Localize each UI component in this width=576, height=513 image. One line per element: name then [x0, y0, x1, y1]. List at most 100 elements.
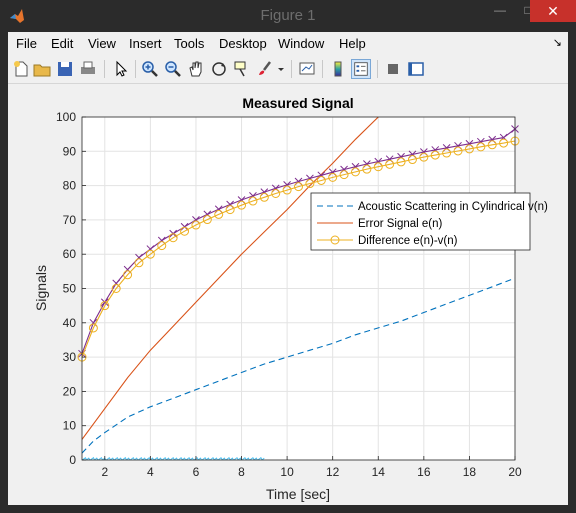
zoom-in-icon[interactable]: [140, 59, 160, 79]
series-difference-marker: [385, 159, 395, 169]
y-tick-label: 0: [69, 453, 76, 467]
series-difference-marker: [453, 146, 463, 156]
x-tick-label: 16: [417, 465, 431, 479]
maximize-button[interactable]: □: [524, 3, 532, 17]
series-difference-marker: [316, 175, 326, 185]
y-tick-label: 10: [63, 419, 77, 433]
figure-canvas: 2 4 6 8 10 12 14 16 18 20 0 10 20 30 40 50 60 70 80 90 100 M…: [8, 84, 568, 505]
series-error-line: [82, 117, 379, 440]
y-tick-label: 60: [63, 247, 77, 261]
series-purple-marker: [340, 165, 348, 174]
x-tick-label: 18: [463, 465, 477, 479]
series-difference-marker: [499, 138, 509, 148]
series-purple-marker: [260, 188, 269, 196]
series-difference-marker: [282, 185, 292, 195]
series-difference-marker: [214, 209, 224, 219]
series-difference-marker: [248, 196, 258, 206]
series-difference-marker: [123, 270, 133, 280]
menu-file[interactable]: File: [16, 36, 37, 51]
matlab-logo-icon: [10, 9, 24, 23]
series-difference-marker: [464, 144, 474, 154]
series-difference-marker: [100, 301, 110, 311]
save-icon[interactable]: [55, 59, 75, 79]
series-purple-marker: [385, 155, 394, 164]
dock-arrow-icon[interactable]: ↘: [552, 37, 562, 49]
series-difference-marker: [419, 152, 429, 162]
series-difference-marker: [328, 172, 338, 182]
series-difference-marker: [145, 249, 155, 259]
pointer-icon[interactable]: [110, 59, 130, 79]
colorbar-icon[interactable]: [328, 59, 348, 79]
brush-icon[interactable]: [255, 59, 275, 79]
x-tick-label: 14: [372, 465, 386, 479]
show-plot-tools-icon[interactable]: [406, 59, 426, 79]
series-purple-marker: [317, 171, 326, 180]
y-tick-label: 30: [63, 350, 77, 364]
print-icon[interactable]: [78, 59, 98, 79]
series-difference-marker: [157, 241, 167, 251]
series-difference-marker: [191, 220, 201, 230]
series-difference-marker: [180, 226, 190, 236]
y-tick-label: 20: [63, 384, 77, 398]
menu-help[interactable]: Help: [339, 36, 366, 51]
y-axis-label: Signals: [33, 265, 49, 311]
series-difference-marker: [476, 142, 486, 152]
link-plot-icon[interactable]: [297, 59, 317, 79]
menu-view[interactable]: View: [88, 36, 116, 51]
y-tick-label: 50: [63, 282, 77, 296]
y-tick-label: 80: [63, 179, 77, 193]
series-purple-marker: [397, 152, 405, 161]
x-tick-label: 6: [193, 465, 200, 479]
x-tick-label: 2: [101, 465, 108, 479]
series-purple-marker: [237, 196, 246, 204]
menu-window[interactable]: Window: [278, 36, 325, 51]
minimize-button[interactable]: —: [494, 3, 506, 17]
menu-desktop[interactable]: Desktop: [219, 36, 267, 51]
pan-icon[interactable]: [186, 59, 206, 79]
open-folder-icon[interactable]: [32, 59, 52, 79]
series-purple-marker: [192, 216, 200, 224]
x-axis-label: Time [sec]: [266, 486, 330, 502]
zoom-out-icon[interactable]: [163, 59, 183, 79]
series-purple-marker: [488, 135, 497, 144]
series-purple-marker: [351, 162, 360, 171]
series-purple-marker: [465, 139, 474, 148]
series-difference-marker: [88, 323, 98, 333]
series-purple-marker: [306, 174, 314, 183]
series-difference-marker: [442, 148, 452, 158]
menu-tools[interactable]: Tools: [174, 36, 205, 51]
series-purple-marker: [476, 137, 485, 146]
series-difference-marker: [373, 162, 383, 172]
series-purple-marker: [442, 144, 451, 152]
series-purple-marker: [419, 148, 428, 156]
legend[interactable]: Acoustic Scattering in Cylindrical v(n) E…: [310, 192, 548, 251]
series-difference-marker: [271, 188, 281, 198]
series-purple-marker: [203, 210, 212, 219]
legend-label: Error Signal e(n): [358, 218, 443, 230]
legend-icon[interactable]: [351, 59, 371, 79]
series-purple-marker: [146, 245, 155, 253]
menu-edit[interactable]: Edit: [51, 36, 74, 51]
close-button[interactable]: ✕: [530, 0, 576, 22]
series-purple-marker: [214, 205, 223, 214]
series-purple-marker: [100, 298, 109, 307]
data-cursor-icon[interactable]: [232, 59, 252, 79]
line-chart[interactable]: 2 4 6 8 10 12 14 16 18 20 0 10 20 30 40 50 60 70 80 90 100 M…: [8, 84, 568, 505]
series-purple-marker: [408, 150, 417, 159]
series-purple-marker: [157, 236, 166, 245]
window-title: Figure 1: [260, 7, 316, 24]
brush-dropdown-icon[interactable]: [276, 59, 286, 79]
series-difference-marker: [237, 200, 247, 210]
series-difference-marker: [294, 182, 303, 192]
series-purple-marker: [283, 181, 291, 189]
y-tick-label: 90: [63, 144, 77, 158]
series-difference-marker: [202, 215, 212, 225]
series-difference-marker: [134, 258, 144, 268]
x-tick-label: 12: [326, 465, 340, 479]
menu-insert[interactable]: Insert: [129, 36, 162, 51]
y-tick-label: 100: [56, 110, 76, 124]
hide-plot-tools-icon[interactable]: [383, 59, 403, 79]
new-file-icon[interactable]: [11, 59, 31, 79]
series-purple-marker: [135, 253, 143, 262]
rotate-3d-icon[interactable]: [209, 59, 229, 79]
